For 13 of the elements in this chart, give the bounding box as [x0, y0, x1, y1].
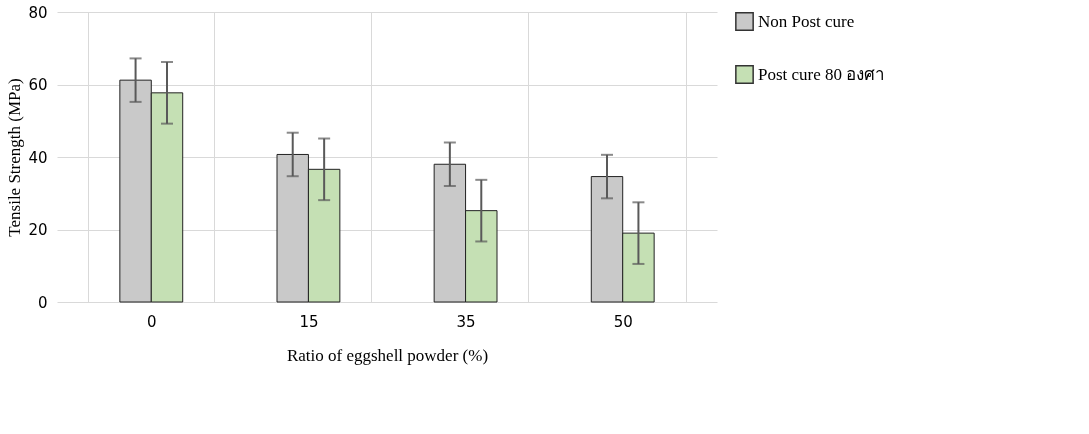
- x-tick-label: 35: [456, 312, 476, 331]
- x-tick-label: 0: [147, 312, 157, 331]
- y-tick-label: 40: [28, 148, 48, 167]
- x-tick-label: 15: [299, 312, 319, 331]
- legend-label: Post cure 80 องศา: [758, 64, 886, 84]
- x-tick-label: 50: [613, 312, 633, 331]
- y-tick-label: 80: [28, 3, 48, 22]
- y-axis-title: Tensile Strength (MPa): [5, 78, 25, 237]
- x-axis-title: Ratio of eggshell powder (%): [286, 345, 489, 365]
- y-tick-label: 20: [28, 221, 48, 239]
- y-tick-label: 60: [28, 76, 48, 94]
- y-tick-label: 0: [37, 293, 48, 312]
- legend-label: Non Post cure: [758, 11, 855, 31]
